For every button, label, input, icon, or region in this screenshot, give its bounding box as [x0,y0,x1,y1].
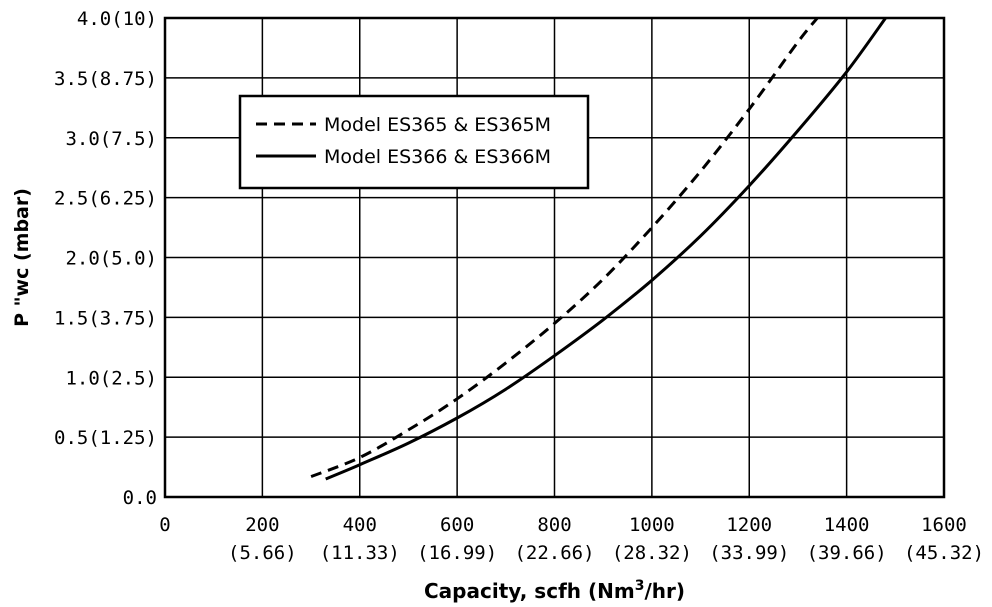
y-tick-label: 1.0(2.5) [65,367,157,389]
y-tick-label: 3.5(8.75) [54,68,157,90]
y-tick-label: 3.0(7.5) [65,128,157,150]
series-line-2 [325,17,887,481]
y-tick-label: 2.0(5.0) [65,248,157,270]
x-tick-label: 0 [159,514,170,536]
x-tick-sublabel: (45.32) [904,542,984,564]
x-tick-label: 800 [537,514,571,536]
y-tick-labels: 0.0 0.5(1.25) 1.0(2.5) 1.5(3.75) 2.0(5.0) 2.5… [54,8,157,509]
y-tick-label: 1.5(3.75) [54,307,157,329]
x-tick-sublabel: (5.66) [228,542,297,564]
y-axis-label: P "wc (mbar) [11,188,33,327]
series-lines [310,17,887,481]
x-tick-sublabel: (33.99) [709,542,789,564]
y-tick-label: 4.0(10) [77,8,157,30]
x-tick-sublabel: (16.99) [417,542,497,564]
legend-label-2: Model ES366 & ES366M [324,146,551,168]
legend-box [238,94,590,190]
x-tick-sublabel: (39.66) [807,542,887,564]
legend-label-1: Model ES365 & ES365M [324,114,551,136]
x-tick-sublabel: (28.32) [612,542,692,564]
x-tick-label: 1000 [629,514,675,536]
x-tick-label: 1200 [726,514,772,536]
grid-lines [165,18,944,497]
x-tick-label: 400 [343,514,377,536]
x-tick-labels: 0 200 (5.66) 400 (11.33) 600 (16.99) 800 (22.66)… [159,514,984,564]
x-tick-label: 1600 [921,514,967,536]
y-tick-label: 0.0 [123,487,157,509]
x-tick-sublabel: (11.33) [320,542,400,564]
x-tick-label: 600 [440,514,474,536]
plot-frame [163,16,946,499]
y-tick-label: 0.5(1.25) [54,427,157,449]
legend: Model ES365 & ES365M Model ES366 & ES366M [238,94,590,190]
x-axis-label: Capacity, scfh (Nm3/hr) [424,578,685,603]
y-tick-label: 2.5(6.25) [54,188,157,210]
x-tick-label: 1400 [824,514,870,536]
x-tick-label: 200 [245,514,279,536]
series-line-1 [310,17,819,478]
x-tick-sublabel: (22.66) [514,542,594,564]
